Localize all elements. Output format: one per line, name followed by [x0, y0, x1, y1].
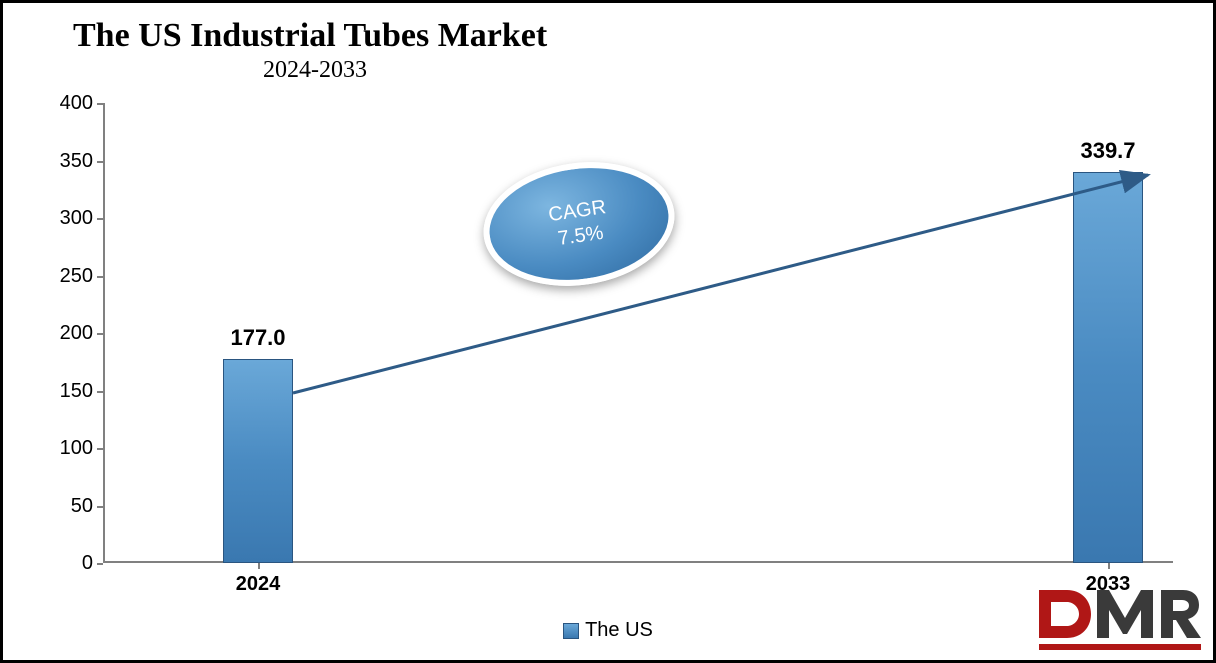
bar-value-label: 177.0 — [198, 325, 318, 351]
y-tick — [97, 333, 103, 335]
bar-rect — [1073, 172, 1143, 563]
bar-2024: 177.0 — [223, 103, 293, 563]
y-tick-label: 100 — [33, 437, 93, 460]
x-axis-label: 2024 — [208, 573, 308, 596]
cagr-text: CAGR 7.5% — [547, 195, 611, 253]
cagr-badge: CAGR 7.5% — [475, 150, 682, 298]
y-tick-label: 400 — [33, 92, 93, 115]
chart-title: The US Industrial Tubes Market — [73, 17, 547, 55]
y-tick — [97, 448, 103, 450]
y-tick-label: 0 — [33, 552, 93, 575]
y-tick — [97, 103, 103, 105]
y-tick — [97, 506, 103, 508]
bar-rect — [223, 359, 293, 563]
dmr-logo — [1033, 584, 1203, 654]
y-tick-label: 200 — [33, 322, 93, 345]
y-tick-label: 150 — [33, 380, 93, 403]
legend-label: The US — [585, 619, 653, 641]
y-tick-label: 300 — [33, 207, 93, 230]
chart-frame: The US Industrial Tubes Market 2024-2033… — [0, 0, 1216, 663]
y-tick-label: 250 — [33, 265, 93, 288]
chart-subtitle: 2024-2033 — [263, 57, 367, 84]
legend: The US — [3, 619, 1213, 642]
y-tick — [97, 391, 103, 393]
bar-2033: 339.7 — [1073, 103, 1143, 563]
y-tick-label: 350 — [33, 150, 93, 173]
x-tick — [258, 563, 260, 569]
x-tick — [1108, 563, 1110, 569]
legend-swatch — [563, 623, 579, 639]
y-tick — [97, 276, 103, 278]
y-tick — [97, 218, 103, 220]
y-tick — [97, 161, 103, 163]
y-tick — [97, 563, 103, 565]
y-tick-label: 50 — [33, 495, 93, 518]
bar-value-label: 339.7 — [1048, 138, 1168, 164]
y-axis-line — [103, 103, 105, 563]
cagr-value: 7.5% — [557, 222, 605, 250]
plot-area: 400 350 300 250 200 150 100 50 0 177.0 — [103, 103, 1173, 563]
